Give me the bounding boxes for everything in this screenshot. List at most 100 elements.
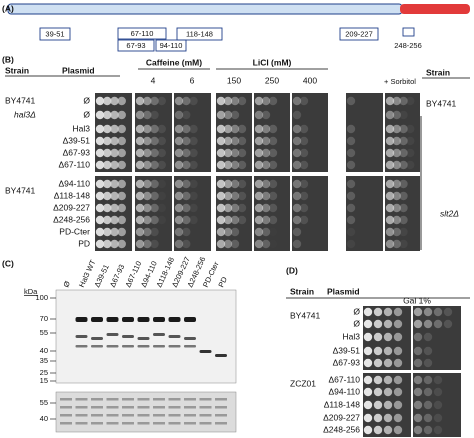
colony-spot (385, 124, 395, 134)
plasmid: Δ248-256 (323, 424, 360, 434)
colony-spot (110, 191, 119, 201)
colony-spot (174, 110, 184, 120)
loading-band (137, 398, 150, 401)
colony-spot (143, 96, 152, 106)
colony-spot (413, 319, 423, 329)
colony-spot (135, 136, 145, 146)
region-box (39, 27, 71, 41)
colony-spot (150, 124, 159, 134)
loading-band (137, 422, 150, 425)
loading-band (215, 398, 227, 401)
plate (292, 176, 328, 251)
colony-spot (135, 191, 145, 201)
colony-spot (143, 136, 152, 146)
colony-spot (443, 307, 453, 317)
colony-spot (157, 96, 166, 106)
loading-band (106, 422, 119, 425)
colony-spot (103, 191, 112, 201)
colony-spot (117, 179, 126, 189)
colony-spot (150, 160, 159, 170)
colony-spot (423, 358, 433, 368)
colony-spot (150, 203, 159, 213)
colony-spot (385, 203, 395, 213)
colony-spot (95, 124, 105, 134)
colony-spot (143, 148, 152, 158)
loading-band (122, 422, 134, 425)
band (215, 354, 227, 357)
band (199, 350, 212, 353)
colony-spot (95, 215, 105, 225)
plasmid: Δ118-148 (54, 190, 91, 200)
colony-spot (385, 148, 395, 158)
loading-band (184, 422, 196, 425)
colony-spot (399, 191, 408, 201)
colony-spot (182, 227, 191, 237)
colony-spot (385, 179, 395, 189)
colony-spot (392, 148, 401, 158)
loading-band (60, 406, 72, 409)
loading-band (91, 406, 103, 409)
colony-spot (110, 215, 119, 225)
loading-band (168, 414, 181, 417)
colony-spot (413, 332, 423, 342)
colony-spot (373, 319, 383, 329)
colony-spot (363, 375, 373, 385)
plasmid: Ø (83, 109, 90, 119)
colony-spot (346, 148, 356, 158)
colony-spot (216, 96, 226, 106)
strain: BY4741 (5, 95, 36, 105)
plasmid: Ø (83, 95, 90, 105)
loading-band (137, 414, 150, 417)
colony-spot (254, 96, 264, 106)
colony-spot (268, 124, 278, 134)
colony-spot (363, 346, 373, 356)
colony-spot (135, 96, 145, 106)
loading-band (122, 414, 134, 417)
colony-spot (230, 148, 240, 158)
colony-spot (254, 110, 264, 120)
colony-spot (182, 160, 191, 170)
colony-spot (413, 358, 423, 368)
region-label: 209-227 (345, 29, 373, 38)
colony-spot (299, 179, 309, 189)
loading-band (153, 406, 165, 409)
colony-spot (292, 227, 302, 237)
colony-spot (268, 160, 278, 170)
plasmid: Δ209-227 (53, 202, 90, 212)
band (137, 345, 150, 348)
colony-spot (393, 358, 403, 368)
colony-spot (406, 148, 415, 158)
colony-spot (174, 136, 184, 146)
colony-spot (223, 227, 233, 237)
colony-spot (110, 110, 119, 120)
colony-spot (385, 227, 395, 237)
colony-spot (346, 239, 356, 249)
colony-spot (117, 110, 126, 120)
colony-spot (103, 160, 112, 170)
loading-band (75, 398, 88, 401)
colony-spot (433, 413, 443, 423)
strain: slt2Δ (440, 208, 459, 218)
colony-spot (254, 124, 264, 134)
colony-spot (346, 179, 356, 189)
colony-spot (385, 136, 395, 146)
plasmid: Δ67-110 (58, 159, 90, 169)
colony-spot (254, 227, 264, 237)
colony-spot (157, 191, 166, 201)
mw-label: 55 (40, 328, 48, 337)
colony-spot (423, 307, 433, 317)
colony-spot (143, 191, 152, 201)
mw-label: 55 (40, 398, 48, 407)
colony-spot (268, 136, 278, 146)
band (153, 317, 165, 322)
region-box (155, 39, 187, 52)
plate (216, 176, 252, 251)
colony-spot (189, 124, 198, 134)
colony-spot (383, 375, 393, 385)
colony-spot (216, 179, 226, 189)
band (137, 317, 150, 322)
colony-spot (413, 387, 423, 397)
colony-spot (373, 332, 383, 342)
colony-spot (189, 136, 198, 146)
colony-spot (346, 124, 356, 134)
